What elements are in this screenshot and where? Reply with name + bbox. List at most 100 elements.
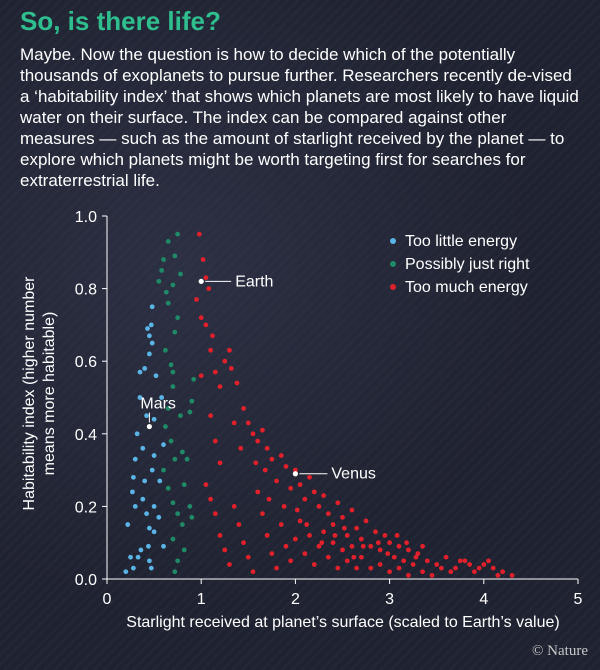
data-point — [335, 565, 341, 571]
data-point — [222, 547, 228, 553]
data-point — [297, 518, 303, 524]
legend-label: Too little energy — [405, 233, 517, 250]
data-point — [170, 384, 176, 390]
page-title: So, is there life? — [20, 6, 221, 36]
data-point — [132, 504, 138, 509]
data-point — [363, 518, 369, 524]
data-point — [321, 493, 327, 498]
data-point — [260, 427, 265, 433]
data-point — [278, 522, 284, 527]
data-point — [134, 431, 140, 437]
data-point — [368, 565, 374, 571]
data-point — [130, 489, 135, 495]
data-point — [253, 460, 259, 466]
data-point — [274, 478, 279, 484]
data-point — [153, 373, 159, 379]
data-point — [212, 438, 218, 444]
data-point — [200, 257, 206, 262]
y-tick-label: 0.8 — [75, 282, 97, 299]
data-point — [341, 525, 347, 531]
intro-paragraph: Maybe. Now the question is how to decide… — [20, 45, 579, 190]
data-point — [443, 554, 449, 560]
y-axis-label-line1: Habitability index (higher number — [21, 276, 38, 511]
data-point — [281, 504, 287, 509]
data-point — [198, 315, 204, 321]
data-point — [335, 500, 341, 506]
data-point — [264, 445, 270, 451]
data-point — [217, 533, 223, 538]
data-point — [410, 562, 416, 567]
data-point — [467, 562, 473, 567]
data-point — [476, 565, 482, 571]
data-point — [146, 558, 152, 564]
data-point — [269, 551, 275, 556]
data-point — [266, 496, 272, 502]
data-point — [231, 504, 237, 509]
data-point — [212, 369, 218, 375]
data-point — [394, 533, 400, 538]
data-point — [368, 543, 374, 549]
data-point — [203, 322, 209, 328]
data-point — [196, 231, 202, 237]
data-point — [165, 239, 171, 244]
data-point — [151, 529, 157, 535]
data-point — [293, 467, 298, 473]
data-point — [471, 569, 477, 575]
data-point — [227, 562, 232, 567]
data-point — [245, 420, 251, 426]
data-point — [420, 543, 425, 549]
data-point — [486, 558, 491, 564]
data-point — [194, 297, 199, 302]
data-point — [142, 478, 148, 484]
data-point — [140, 496, 146, 502]
data-point — [264, 533, 270, 538]
data-point — [179, 449, 185, 455]
data-point — [175, 558, 181, 564]
data-point — [165, 485, 171, 491]
data-point — [316, 504, 322, 509]
data-point — [340, 514, 345, 520]
data-point — [293, 536, 298, 542]
data-point — [168, 438, 174, 444]
data-point — [151, 416, 157, 422]
data-point — [481, 562, 487, 567]
data-point — [439, 565, 444, 571]
data-point — [406, 572, 411, 578]
data-point — [387, 569, 392, 575]
data-point — [260, 511, 265, 517]
data-point — [149, 340, 155, 346]
data-point — [172, 456, 178, 462]
data-point — [165, 405, 171, 411]
annotation-label-earth: Earth — [235, 273, 273, 290]
x-tick-label: 0 — [103, 591, 112, 608]
data-point — [163, 289, 169, 295]
data-point — [175, 315, 181, 321]
data-point — [332, 533, 338, 538]
data-point — [148, 565, 154, 571]
data-point — [396, 565, 402, 571]
data-point — [203, 482, 209, 488]
data-point — [206, 286, 212, 291]
data-point — [330, 522, 336, 527]
data-point — [325, 511, 331, 517]
legend-marker — [390, 238, 396, 244]
data-point — [181, 547, 187, 553]
x-tick-label: 2 — [291, 591, 300, 608]
data-point — [241, 540, 246, 546]
data-point — [319, 540, 325, 546]
y-tick-label: 1.0 — [75, 209, 97, 226]
data-point — [208, 496, 214, 502]
data-point — [391, 554, 397, 560]
x-tick-label: 4 — [479, 591, 488, 608]
data-point — [358, 536, 364, 542]
data-point — [137, 369, 143, 375]
highlight-point — [292, 471, 298, 477]
data-point — [509, 572, 515, 578]
data-point — [149, 304, 155, 310]
x-tick-label: 5 — [574, 591, 583, 608]
data-point — [156, 514, 162, 520]
data-point — [146, 525, 152, 531]
data-point — [377, 562, 383, 567]
data-point — [198, 373, 204, 379]
